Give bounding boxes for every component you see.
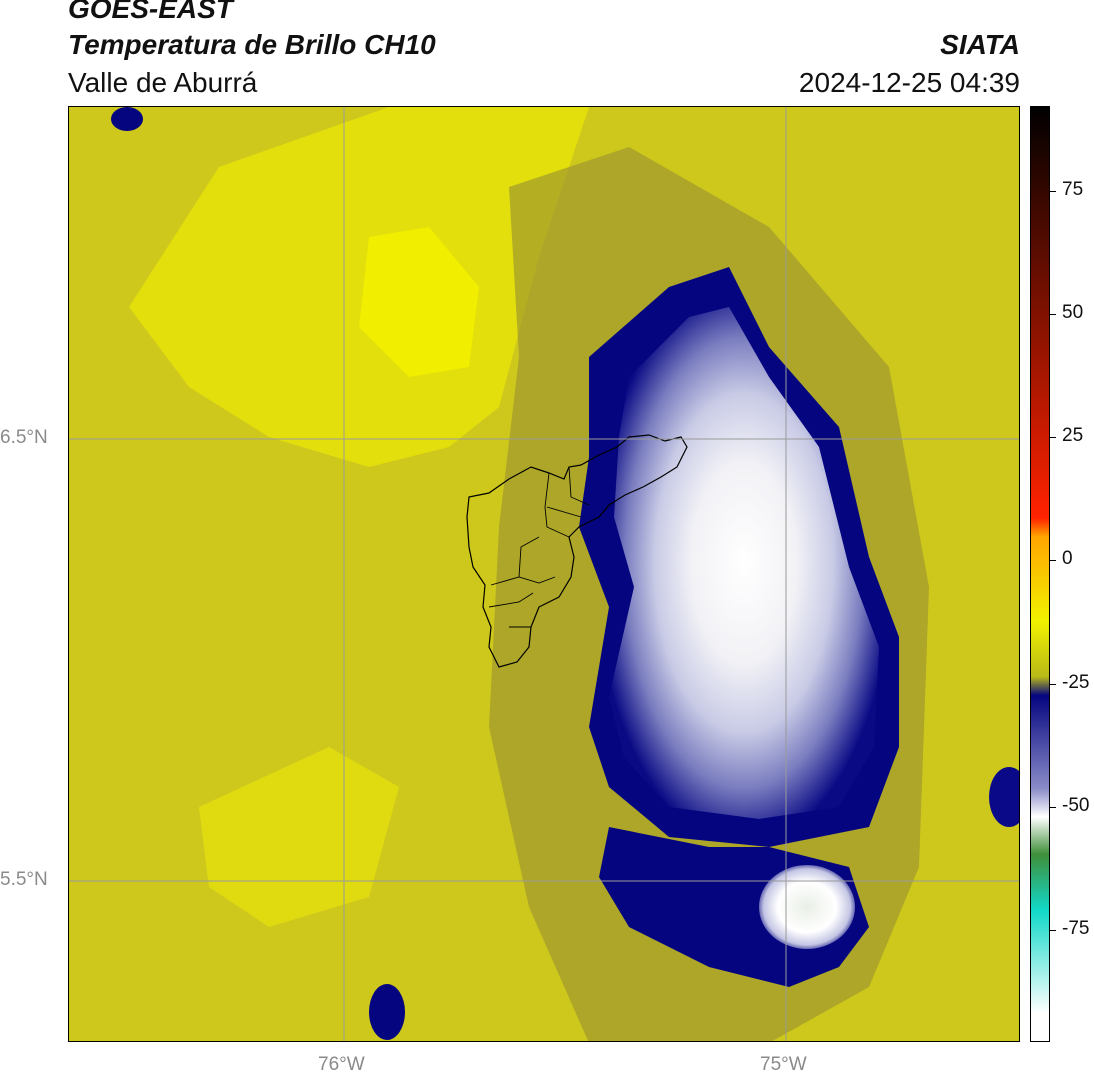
colorbar-label-25: 25 <box>1062 425 1084 446</box>
colorbar-tick <box>1050 314 1056 315</box>
colorbar-tick <box>1050 807 1056 808</box>
region-subtitle: Valle de Aburrá <box>68 67 258 98</box>
colorbar-tick <box>1050 437 1056 438</box>
colorbar-label-75: 75 <box>1062 179 1084 200</box>
colorbar-tick <box>1050 684 1056 685</box>
timestamp-label: 2024-12-25 04:39 <box>798 67 1020 98</box>
lat-label-6-5: 6.5°N <box>0 427 48 448</box>
lon-label-75w: 75°W <box>760 1054 807 1075</box>
brightness-temperature-map[interactable] <box>68 106 1020 1042</box>
bright-yellow-region <box>129 107 589 467</box>
lon-label-76w: 76°W <box>318 1054 365 1075</box>
colorbar-label-minus-75: -75 <box>1062 918 1090 939</box>
map-canvas <box>69 107 1019 1041</box>
product-title: Temperatura de Brillo CH10 <box>68 29 436 60</box>
south-cold-spot <box>369 984 405 1040</box>
colorbar <box>1030 106 1050 1042</box>
east-cold-spot <box>989 767 1019 827</box>
colorbar-tick <box>1050 560 1056 561</box>
colorbar-label-minus-25: -25 <box>1062 672 1090 693</box>
north-cold-spot <box>111 107 143 131</box>
organization-label: SIATA <box>940 29 1020 60</box>
colorbar-tick <box>1050 191 1056 192</box>
colorbar-label-0: 0 <box>1062 548 1073 569</box>
satellite-title: GOES-EAST <box>68 0 233 24</box>
colorbar-label-50: 50 <box>1062 302 1084 323</box>
south-cloud-core <box>759 865 855 949</box>
colorbar-label-minus-50: -50 <box>1062 795 1090 816</box>
lat-label-5-5: 5.5°N <box>0 869 48 890</box>
bright-yellow-lower-patch <box>199 747 399 927</box>
colorbar-tick <box>1050 930 1056 931</box>
cloud-core <box>609 307 879 819</box>
municipality-borders <box>488 466 590 628</box>
brightest-yellow-patch <box>359 227 479 377</box>
aburra-valley-boundary <box>466 434 688 668</box>
